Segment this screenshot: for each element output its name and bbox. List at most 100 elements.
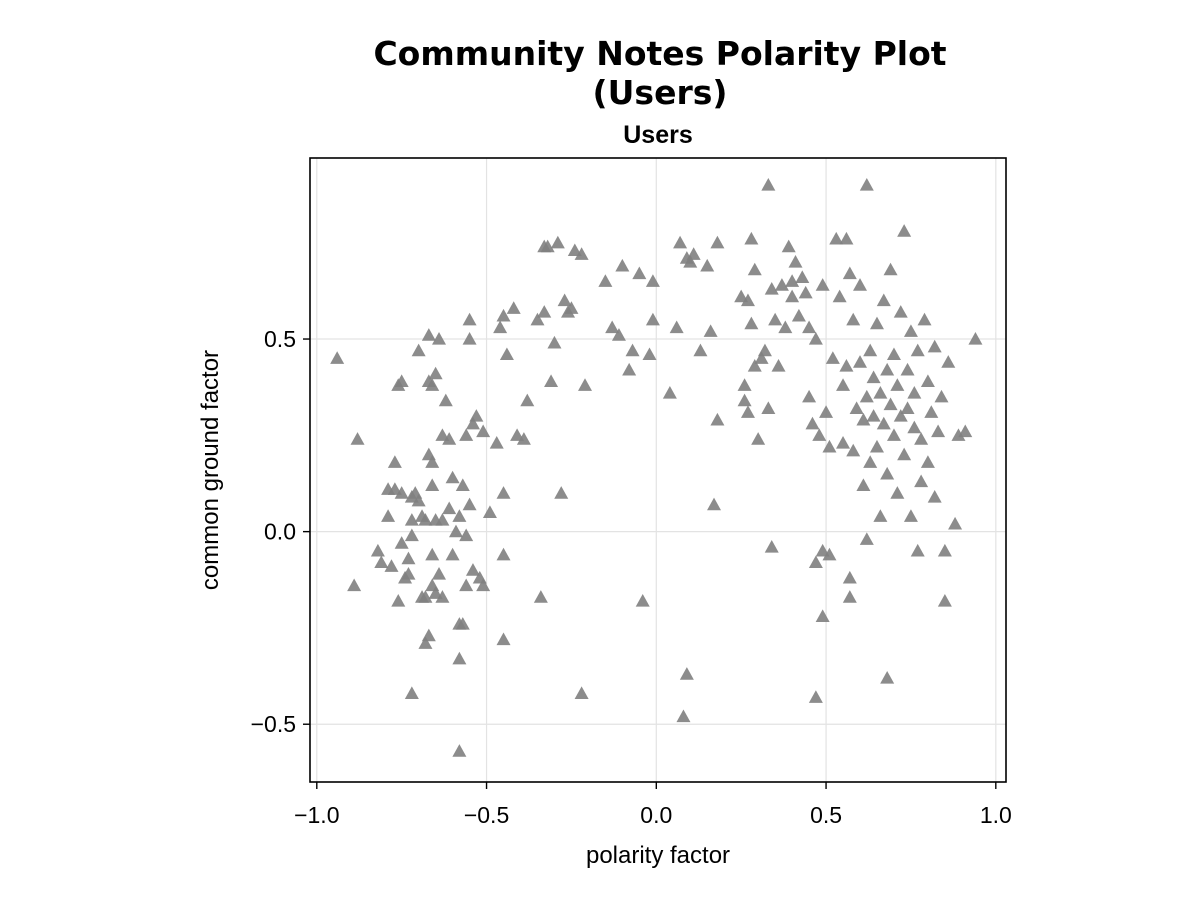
data-point	[856, 412, 871, 426]
data-point	[465, 563, 480, 576]
data-point	[401, 551, 416, 565]
data-point	[445, 547, 460, 561]
data-point	[387, 482, 402, 495]
data-point	[683, 255, 698, 268]
data-point	[693, 343, 708, 357]
y-tick-label: 0.0	[264, 519, 296, 545]
data-point	[808, 332, 823, 345]
data-point	[832, 289, 847, 303]
data-point	[499, 347, 514, 361]
data-point	[897, 447, 912, 461]
data-point	[757, 343, 772, 357]
data-point	[574, 686, 589, 700]
data-point	[924, 405, 939, 418]
data-point	[958, 424, 973, 438]
data-point	[910, 343, 925, 357]
data-point	[547, 335, 562, 349]
data-point	[829, 231, 844, 245]
data-point	[876, 293, 891, 307]
data-point	[907, 385, 922, 399]
data-point	[839, 231, 854, 245]
data-point	[815, 278, 830, 291]
data-point	[425, 455, 440, 468]
data-point	[445, 470, 460, 484]
data-points	[330, 177, 983, 757]
data-point	[747, 359, 762, 372]
data-point	[903, 324, 918, 337]
y-axis-label: common ground factor	[197, 350, 224, 590]
data-point	[914, 432, 929, 445]
data-point	[883, 262, 898, 276]
data-point	[761, 401, 776, 414]
data-point	[516, 432, 531, 445]
data-point	[927, 339, 942, 353]
data-point	[496, 308, 511, 322]
data-point	[849, 401, 864, 414]
data-point	[442, 432, 457, 445]
data-point	[788, 255, 803, 268]
data-point	[798, 285, 813, 299]
data-point	[914, 474, 929, 488]
data-point	[411, 493, 426, 507]
chart-title: Community Notes Polarity Plot (Users)	[373, 34, 947, 112]
data-point	[893, 409, 908, 422]
data-point	[438, 393, 453, 407]
x-tick-label: −0.5	[464, 802, 509, 828]
data-point	[744, 316, 759, 330]
data-point	[496, 547, 511, 561]
data-point	[812, 428, 827, 441]
data-point	[815, 609, 830, 622]
data-point	[822, 547, 837, 561]
data-point	[880, 362, 895, 376]
data-point	[404, 686, 419, 700]
data-point	[459, 428, 474, 441]
x-tick-label: 1.0	[980, 802, 1012, 828]
data-point	[642, 347, 657, 361]
data-point	[754, 351, 769, 364]
data-point	[435, 513, 450, 526]
data-point	[625, 343, 640, 357]
data-point	[662, 385, 677, 399]
data-point	[859, 389, 874, 403]
data-point	[890, 486, 905, 499]
data-point	[448, 524, 463, 538]
data-point	[394, 486, 409, 499]
data-point	[598, 274, 613, 287]
data-point	[873, 509, 888, 522]
data-point	[802, 389, 817, 403]
data-point	[676, 709, 691, 723]
data-point	[785, 289, 800, 303]
data-point	[747, 262, 762, 276]
data-point	[819, 405, 834, 418]
x-tick-label: 0.0	[640, 802, 672, 828]
chart-subtitle: Users	[623, 121, 693, 149]
plot-frame	[309, 157, 1007, 783]
data-point	[469, 409, 484, 422]
data-point	[401, 567, 416, 580]
data-point	[707, 497, 722, 511]
data-point	[700, 258, 715, 272]
data-point	[567, 243, 582, 257]
data-point	[347, 578, 362, 592]
data-point	[920, 374, 935, 388]
data-point	[435, 428, 450, 441]
data-point	[605, 320, 620, 334]
data-point	[937, 593, 952, 607]
data-point	[669, 320, 684, 334]
data-point	[846, 312, 861, 326]
data-point	[533, 590, 548, 603]
data-point	[897, 224, 912, 237]
data-point	[442, 501, 457, 515]
data-point	[886, 347, 901, 361]
data-point	[808, 555, 823, 569]
data-point	[863, 343, 878, 357]
data-point	[768, 312, 783, 326]
data-point	[761, 177, 776, 191]
data-point	[805, 416, 820, 430]
data-point	[404, 513, 419, 526]
data-point	[452, 509, 467, 522]
data-point	[384, 559, 399, 572]
data-point	[330, 351, 345, 364]
axis-ticks: −1.0 −0.5 0.0 0.5 1.0 −0.5 0.0 0.5	[251, 326, 1012, 828]
data-point	[557, 293, 572, 307]
